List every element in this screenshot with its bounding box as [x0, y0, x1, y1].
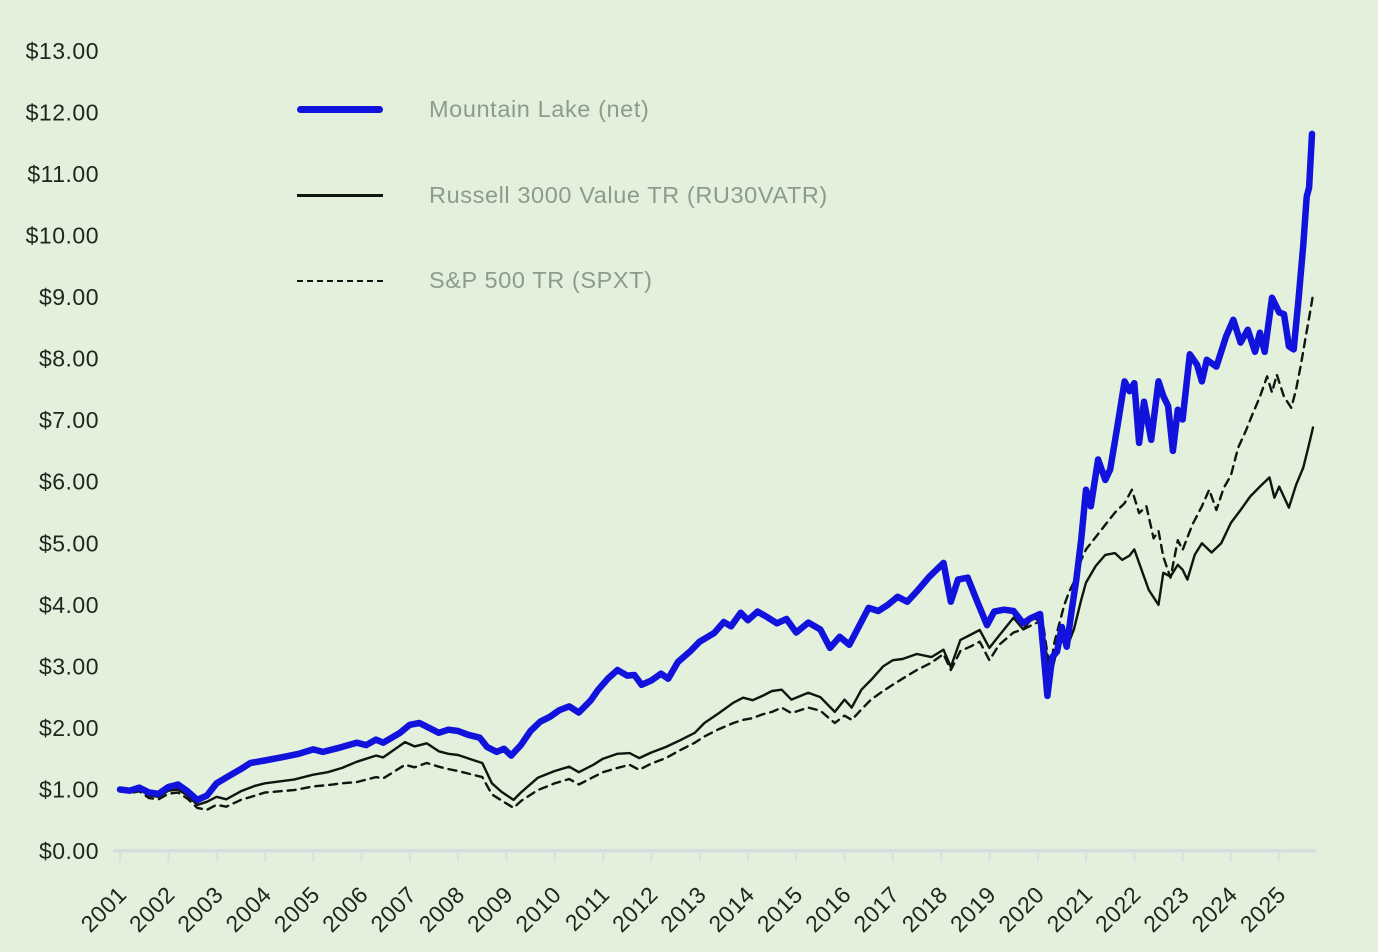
y-axis-label: $4.00 — [39, 592, 99, 618]
y-axis-label: $8.00 — [39, 346, 99, 372]
legend-label-russell-3000-value: Russell 3000 Value TR (RU30VATR) — [429, 182, 828, 208]
x-axis-tick — [795, 851, 798, 862]
x-axis-label: 2017 — [848, 881, 904, 937]
sp500-dashed-line-swatch — [297, 279, 383, 282]
y-axis-label: $10.00 — [26, 223, 99, 249]
legend-item-russell-3000-value: Russell 3000 Value TR (RU30VATR) — [297, 182, 828, 209]
x-axis-tick — [940, 851, 943, 862]
x-axis-tick — [1181, 851, 1184, 862]
x-axis-label: 2003 — [172, 881, 228, 937]
y-axis-label: $3.00 — [39, 653, 99, 679]
series-line-russell-3000-value-tr-ru30vatr — [118, 426, 1315, 806]
x-axis-tick — [167, 851, 170, 862]
x-axis-tick — [1085, 851, 1088, 862]
x-axis-label: 2023 — [1138, 881, 1194, 937]
x-axis-label: 2007 — [365, 881, 421, 937]
y-axis-label: $0.00 — [39, 838, 99, 864]
y-axis-label: $5.00 — [39, 530, 99, 556]
legend-item-mountain-lake: Mountain Lake (net) — [297, 96, 649, 123]
x-axis-label: 2002 — [124, 881, 180, 937]
x-axis-label: 2015 — [752, 881, 808, 937]
x-axis-label: 2018 — [897, 881, 953, 937]
x-axis-tick — [1036, 851, 1039, 862]
x-axis-tick — [746, 851, 750, 862]
x-axis-tick — [1229, 851, 1233, 862]
x-axis-label: 2012 — [607, 881, 663, 937]
x-axis-label: 2004 — [220, 881, 276, 937]
x-axis-tick — [843, 851, 846, 862]
x-axis-tick — [312, 851, 315, 862]
y-axis-label: $2.00 — [39, 715, 99, 741]
x-axis-tick — [408, 851, 411, 862]
x-axis-tick — [457, 851, 460, 862]
x-axis-label: 2025 — [1235, 881, 1291, 937]
x-axis-tick — [988, 851, 991, 862]
y-axis-label: $1.00 — [39, 776, 99, 802]
x-axis-label: 2010 — [510, 881, 566, 937]
legend-label-sp500: S&P 500 TR (SPXT) — [429, 267, 653, 293]
x-axis-label: 2009 — [462, 881, 518, 937]
y-axis-label: $7.00 — [39, 407, 99, 433]
x-axis-tick — [119, 851, 122, 862]
x-axis-label: 2014 — [703, 881, 759, 937]
x-axis-label: 2022 — [1090, 881, 1146, 937]
y-axis-label: $13.00 — [26, 38, 99, 64]
x-axis-tick — [698, 851, 701, 862]
x-axis-tick — [650, 851, 653, 862]
x-axis-label: 2008 — [414, 881, 470, 937]
x-axis-tick — [1278, 851, 1281, 862]
x-axis-line — [113, 849, 1316, 853]
x-axis-label: 2024 — [1186, 881, 1242, 937]
series-line-mountain-lake-net — [116, 130, 1316, 804]
x-axis-tick — [263, 851, 267, 862]
x-axis-label: 2005 — [269, 881, 325, 937]
x-axis-label: 2019 — [945, 881, 1001, 937]
russell-3000-value-line-swatch — [297, 194, 383, 197]
mountain-lake-line-swatch — [297, 106, 383, 113]
x-axis-tick — [602, 851, 605, 862]
x-axis-label: 2013 — [655, 881, 711, 937]
x-axis-label: 2021 — [1042, 881, 1098, 937]
x-axis-tick — [215, 851, 218, 862]
x-axis-tick — [1133, 851, 1136, 862]
y-axis-label: $9.00 — [39, 284, 99, 310]
x-axis-label: 2011 — [560, 881, 615, 936]
x-axis-label: 2001 — [76, 881, 132, 937]
y-axis-label: $12.00 — [26, 99, 99, 125]
x-axis-tick — [553, 851, 556, 862]
x-axis-tick — [360, 851, 363, 862]
y-axis-label: $6.00 — [39, 469, 99, 495]
series-line-s-p-500-tr-spxt — [118, 293, 1315, 811]
legend-item-sp500: S&P 500 TR (SPXT) — [297, 267, 653, 294]
x-axis-tick — [505, 851, 508, 862]
y-axis-label: $11.00 — [27, 161, 99, 187]
x-axis-tick — [891, 851, 894, 862]
x-axis-label: 2016 — [800, 881, 856, 937]
x-axis-label: 2020 — [993, 881, 1049, 937]
x-axis-label: 2006 — [317, 881, 373, 937]
legend-label-mountain-lake: Mountain Lake (net) — [429, 96, 650, 122]
